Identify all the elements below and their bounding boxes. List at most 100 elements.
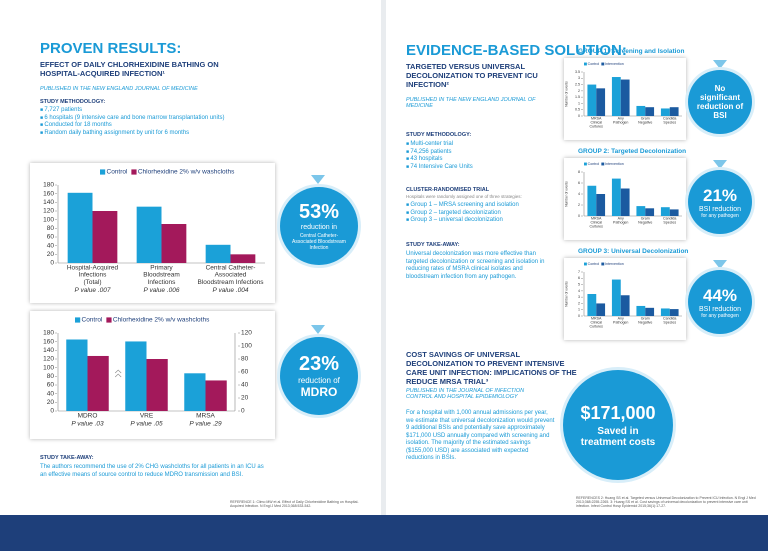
legend-label: Intervention [605, 162, 624, 166]
bar [596, 303, 606, 316]
y-tick-label: 40 [47, 390, 55, 397]
callout: No significant reduction of BSI [688, 70, 752, 134]
x-tick-label: Negative [638, 321, 652, 325]
chart-box: Control Intervention 0 2 4 6 8 Number of events… [564, 158, 686, 240]
group-title: GROUP 3: Universal Decolonization [578, 248, 689, 255]
callout: 23% reduction of MDRO [280, 337, 358, 415]
arrow [713, 260, 727, 269]
x-tick-label: Cultures [590, 325, 604, 329]
bar [620, 188, 630, 216]
heading: STUDY TAKE-AWAY: [406, 242, 460, 248]
arrow [713, 160, 727, 169]
x-tick-label: Candida [663, 317, 676, 321]
y-tick-label: 180 [43, 182, 54, 189]
bar [636, 206, 646, 216]
y-tick-label: 140 [43, 199, 54, 206]
bar [205, 244, 231, 263]
bar [66, 339, 88, 411]
legend-label: Control [588, 162, 600, 166]
y-tick-label: 160 [43, 338, 54, 345]
p-value: P value .006 [144, 287, 180, 294]
bar [184, 373, 206, 411]
y-tick-label: 0 [241, 408, 245, 415]
callout-small: Central Catheter-Associated Bloodstream … [292, 233, 346, 251]
callout-line: reduction of [298, 376, 340, 385]
legend-swatch [131, 169, 137, 175]
y-tick-label: 1 [578, 101, 580, 105]
legend-swatch [601, 162, 605, 166]
x-tick-label: Cultures [590, 225, 604, 229]
source: PUBLISHED IN THE NEW ENGLAND JOURNAL OF … [406, 97, 536, 109]
chart: Control Chlorhexidine 2% w/v washcloths 0 2… [43, 169, 265, 294]
subtitle: TARGETED VERSUS UNIVERSAL DECOLONIZATION… [406, 62, 538, 89]
right-page: EVIDENCE-BASED SOLUTION: TARGETED VERSUS… [386, 0, 768, 515]
x-tick-label: Infections [148, 279, 177, 286]
y-tick-label: 3.5 [575, 70, 580, 74]
chart-box: Control Chlorhexidine 2% w/v washcloths 0 2… [30, 311, 275, 439]
x-tick-label: MRSA [196, 413, 215, 420]
y-tick-label: 0 [578, 314, 580, 318]
y-tick-label: 60 [241, 369, 249, 376]
p-value: P value .007 [75, 287, 111, 294]
arrow [311, 175, 325, 184]
y-tick-label: 3 [578, 76, 580, 80]
callout-small: for any pathogen [701, 212, 739, 219]
bar [146, 359, 168, 411]
list-item: 6 hospitals (9 intensive care and bone m… [40, 115, 270, 123]
y-tick-label: 80 [241, 356, 249, 363]
bar [645, 208, 655, 216]
y-tick-label: 3 [578, 295, 580, 299]
reference: REFERENCES 2: Huang SS et al. Targeted v… [576, 496, 756, 508]
chart: Control Intervention 0 2 4 6 8 Number of events… [565, 162, 682, 229]
x-tick-label: Clinical [590, 121, 602, 125]
x-tick-label: Primary [150, 265, 173, 272]
x-tick-label: Central Catheter- [206, 265, 256, 272]
source: PUBLISHED IN THE NEW ENGLAND JOURNAL OF … [40, 86, 198, 92]
bar [645, 307, 655, 316]
x-tick-label: Candida [663, 217, 676, 221]
y-tick-label: 60 [47, 234, 55, 241]
bar [611, 77, 621, 116]
y-axis-label: Number of events [565, 81, 569, 107]
y-tick-label: 0 [578, 214, 580, 218]
y-tick-label: 0.5 [575, 108, 580, 112]
axis-break [114, 369, 122, 378]
callout-big: 44% [702, 285, 738, 305]
y-tick-label: 120 [43, 208, 54, 215]
y-tick-label: 2 [578, 89, 580, 93]
method-list: 7,727 patients6 hospitals (9 intensive c… [40, 107, 270, 137]
legend-swatch [601, 62, 605, 66]
p-value: P value .05 [130, 421, 163, 428]
title: PROVEN RESULTS: [40, 40, 182, 57]
chart-box: Control Chlorhexidine 2% w/v washcloths 0 2… [30, 163, 275, 303]
bar [636, 305, 646, 316]
legend-swatch [584, 162, 587, 166]
legend-label: Control [588, 262, 600, 266]
subtitle: EFFECT OF DAILY CHLORHEXIDINE BATHING ON… [40, 60, 219, 78]
x-tick-label: Infections [79, 272, 108, 279]
x-tick-label: Cultures [590, 125, 604, 129]
y-tick-label: 4 [578, 289, 580, 293]
arrow [713, 60, 727, 69]
chart-box: Control Intervention 0 0.5 1 1.5 2 2.5 3 3.5 Numbe… [564, 58, 686, 140]
x-tick-label: Negative [638, 221, 652, 225]
x-tick-label: Pathogen [613, 221, 628, 225]
bar [125, 341, 147, 411]
callout-big: $171,000 [580, 402, 656, 423]
callout-small: for any pathogen [701, 312, 739, 319]
heading: STUDY TAKE-AWAY: [40, 455, 94, 461]
bar [645, 107, 655, 116]
bar [87, 355, 109, 411]
source: PUBLISHED IN THE JOURNAL OF INFECTION CO… [406, 388, 525, 400]
x-tick-label: Clinical [590, 321, 602, 325]
callout-big: 23% [298, 353, 340, 375]
x-tick-label: Any [618, 217, 624, 221]
list-item: Conducted for 18 months [40, 122, 270, 130]
legend-swatch [584, 62, 587, 66]
bar [587, 294, 597, 316]
heading: STUDY METHODOLOGY: [406, 132, 472, 138]
legend-swatch [106, 317, 112, 323]
y-tick-label: 2 [578, 301, 580, 305]
y-tick-label: 140 [43, 347, 54, 354]
y-axis-label: Number of events [565, 281, 569, 307]
